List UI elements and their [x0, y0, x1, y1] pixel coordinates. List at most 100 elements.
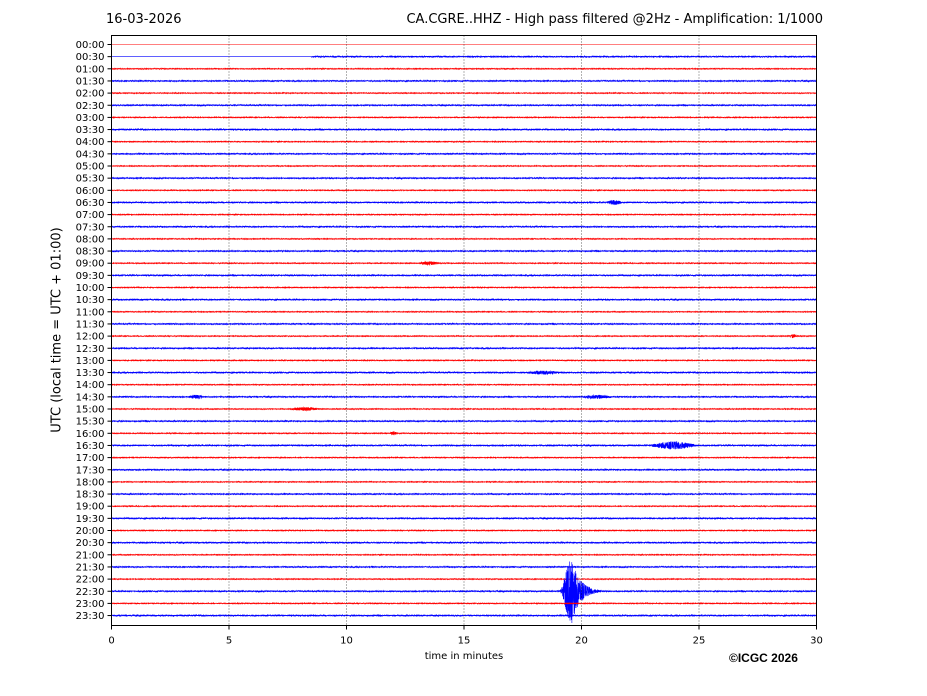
trace-waveform [111, 394, 817, 400]
y-tick-label: 06:00 [76, 186, 105, 197]
y-tick-label: 10:00 [76, 283, 105, 294]
y-tick-label: 10:30 [76, 295, 105, 306]
trace-waveform [111, 249, 817, 253]
trace-row-1630 [111, 440, 817, 450]
y-tick-label: 03:00 [76, 113, 105, 124]
trace-waveform [111, 213, 817, 217]
x-tick-label: 30 [810, 636, 823, 647]
trace-waveform [111, 561, 817, 624]
trace-row-0900 [111, 260, 817, 266]
trace-group [111, 44, 817, 624]
trace-row-1700 [111, 456, 817, 460]
trace-waveform [310, 54, 817, 59]
trace-row-1930 [111, 516, 817, 521]
trace-waveform [111, 199, 817, 206]
y-tick-label: 14:00 [76, 380, 105, 391]
y-tick-label: 07:00 [76, 210, 105, 221]
x-tick-label: 5 [226, 636, 232, 647]
y-tick-label: 13:00 [76, 356, 105, 367]
y-tick-label: 05:00 [76, 162, 105, 173]
y-tick-label: 21:30 [76, 562, 105, 573]
trace-waveform [111, 406, 817, 412]
y-tick-label: 15:00 [76, 405, 105, 416]
trace-waveform [111, 176, 817, 180]
y-tick-label: 11:00 [76, 307, 105, 318]
y-tick-label: 16:30 [76, 441, 105, 452]
trace-row-1530 [111, 419, 817, 423]
x-tick-label: 25 [693, 636, 706, 647]
copyright-label: ©ICGC 2026 [729, 651, 798, 665]
y-tick-label: 16:00 [76, 429, 105, 440]
y-tick-label: 20:30 [76, 538, 105, 549]
y-tick-label: 07:30 [76, 222, 105, 233]
x-tick-label: 15 [458, 636, 471, 647]
y-tick-label: 17:30 [76, 465, 105, 476]
trace-waveform [111, 188, 817, 192]
y-tick-label: 09:30 [76, 271, 105, 282]
trace-row-0500 [111, 164, 817, 168]
trace-row-1730 [111, 468, 817, 472]
trace-row-0030 [111, 54, 817, 59]
trace-row-0730 [111, 224, 817, 229]
trace-waveform [111, 456, 817, 460]
x-tick-label: 0 [108, 636, 114, 647]
y-tick-label: 02:00 [76, 89, 105, 100]
trace-row-1900 [111, 504, 817, 508]
trace-waveform [111, 504, 817, 508]
y-tick-label: 14:30 [76, 392, 105, 403]
trace-waveform [111, 431, 817, 436]
y-tick-label: 08:00 [76, 234, 105, 245]
trace-row-0530 [111, 176, 817, 180]
y-tick-label: 04:30 [76, 149, 105, 160]
x-tick-label: 20 [575, 636, 588, 647]
y-tick-label: 02:30 [76, 101, 105, 112]
y-tick-label: 09:00 [76, 259, 105, 270]
y-tick-label: 12:30 [76, 344, 105, 355]
trace-waveform [111, 419, 817, 423]
y-tick-label: 00:00 [76, 40, 105, 51]
y-tick-label: 17:00 [76, 453, 105, 464]
x-axis-label: time in minutes [424, 651, 504, 662]
trace-waveform [111, 370, 817, 376]
trace-row-0800 [111, 237, 817, 241]
x-tick-label: 10 [340, 636, 353, 647]
y-tick-label: 19:00 [76, 502, 105, 513]
trace-row-1430 [111, 394, 817, 400]
grid-group [228, 35, 700, 626]
y-tick-label: 04:00 [76, 137, 105, 148]
trace-row-1800 [111, 480, 817, 484]
trace-waveform [111, 480, 817, 484]
trace-row-0600 [111, 188, 817, 192]
trace-waveform [111, 468, 817, 472]
y-tick-label: 06:30 [76, 198, 105, 209]
y-tick-label: 00:30 [76, 52, 105, 63]
trace-waveform [111, 164, 817, 168]
y-tick-label: 19:30 [76, 514, 105, 525]
trace-row-1330 [111, 370, 817, 376]
y-tick-label: 18:30 [76, 490, 105, 501]
trace-row-1500 [111, 406, 817, 412]
y-tick-label: 20:00 [76, 526, 105, 537]
trace-row-0630 [111, 199, 817, 206]
trace-waveform [111, 516, 817, 521]
trace-row-1830 [111, 492, 817, 496]
y-tick-label: 05:30 [76, 174, 105, 185]
y-tick-label: 03:30 [76, 125, 105, 136]
y-tick-label: 01:00 [76, 64, 105, 75]
y-tick-label: 13:30 [76, 368, 105, 379]
trace-waveform [111, 237, 817, 241]
chart-title: CA.CGRE..HHZ - High pass filtered @2Hz -… [406, 12, 823, 27]
trace-row-1600 [111, 431, 817, 436]
y-tick-label: 22:00 [76, 575, 105, 586]
trace-waveform [111, 440, 817, 450]
y-tick-label: 23:00 [76, 599, 105, 610]
trace-waveform [111, 224, 817, 229]
y-tick-label: 21:00 [76, 550, 105, 561]
header-date: 16-03-2026 [106, 12, 182, 27]
y-tick-label: 23:30 [76, 611, 105, 622]
trace-row-0830 [111, 249, 817, 253]
trace-waveform [111, 492, 817, 496]
